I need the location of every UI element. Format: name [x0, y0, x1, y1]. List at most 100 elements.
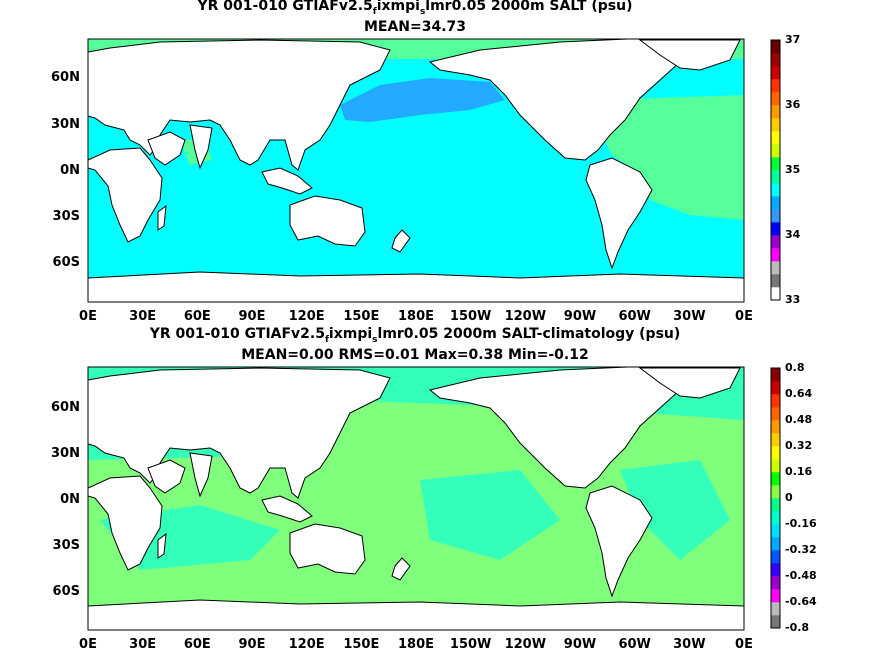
colorbar-tick: -0.8	[785, 621, 810, 634]
colorbar-swatch	[771, 407, 780, 421]
colorbar-tick: 0.16	[785, 465, 813, 478]
xtick-0: 0E	[79, 637, 97, 652]
colorbar-swatch	[771, 446, 780, 460]
colorbar-swatch	[771, 485, 780, 499]
npacific-region-1	[340, 78, 505, 122]
xtick-4: 120E	[288, 637, 325, 652]
colorbar-swatch	[771, 92, 780, 106]
colorbar-swatch	[771, 170, 780, 184]
colorbar-tick: 0.32	[785, 439, 813, 452]
colorbar-swatch	[771, 563, 780, 577]
colorbar-swatch	[771, 40, 780, 54]
colorbar-swatch	[771, 394, 780, 408]
xtick-9: 90W	[563, 637, 597, 652]
colorbar-swatch	[771, 248, 780, 262]
ytick-30n-2: 30N	[51, 446, 80, 461]
xtick-1: 30E	[129, 309, 157, 324]
colorbar-swatch	[771, 472, 780, 486]
xtick-8: 120W	[504, 637, 547, 652]
colorbar-swatch	[771, 196, 780, 210]
panel2-title: YR 001-010 GTIAFv2.5fixmpislmr0.05 2000m…	[149, 326, 681, 345]
colorbar-swatch	[771, 53, 780, 67]
colorbar-swatch	[771, 589, 780, 603]
colorbar-swatch	[771, 79, 780, 93]
colorbar-tick: 35	[785, 163, 801, 176]
colorbar-swatch	[771, 550, 780, 564]
xtick-11: 30W	[673, 309, 706, 324]
panel1-title: YR 001-010 GTIAFv2.5fixmpislmr0.05 2000m…	[197, 0, 633, 17]
colorbar-swatch	[771, 459, 780, 473]
xtick-5: 150E	[343, 637, 380, 652]
ytick-0n-1: 0N	[60, 163, 80, 178]
colorbar-tick: 37	[785, 33, 801, 46]
xtick-10: 60W	[618, 637, 651, 652]
xtick-8: 120W	[504, 309, 547, 324]
colorbar-swatch	[771, 420, 780, 434]
colorbar-tick: -0.32	[785, 543, 817, 556]
xtick-0: 0E	[79, 309, 97, 324]
colorbar-swatch	[771, 261, 780, 275]
ytick-30n-1: 30N	[51, 117, 80, 132]
xtick-7: 150W	[449, 309, 492, 324]
xtick-10: 60W	[618, 309, 651, 324]
colorbar-2	[770, 367, 781, 629]
colorbar-swatch	[771, 157, 780, 171]
colorbar-swatch	[771, 105, 780, 119]
colorbar-swatch	[771, 433, 780, 447]
ytick-30s-2: 30S	[52, 538, 80, 553]
colorbar-tick: -0.48	[785, 569, 817, 582]
colorbar-tick: 0	[785, 491, 793, 504]
colorbar-swatch	[771, 615, 780, 629]
colorbar-tick: 0.8	[785, 361, 805, 374]
xtick-2: 60E	[183, 309, 211, 324]
colorbar-tick: -0.16	[785, 517, 817, 530]
atlantic-region-1	[600, 95, 744, 220]
panel1-stats: MEAN=34.73	[363, 19, 467, 35]
map-panel1	[88, 39, 744, 302]
colorbar-swatch	[771, 576, 780, 590]
colorbar-swatch	[771, 144, 780, 158]
colorbar-swatch	[771, 209, 780, 223]
colorbar-swatch	[771, 183, 780, 197]
xtick-7: 150W	[449, 637, 492, 652]
colorbar-swatch	[771, 274, 780, 288]
colorbar-tick: -0.64	[785, 595, 817, 608]
colorbar-swatch	[771, 602, 780, 616]
colorbar-swatch	[771, 524, 780, 538]
xtick-2: 60E	[183, 637, 211, 652]
colorbar-swatch	[771, 118, 780, 132]
xtick-1: 30E	[129, 637, 157, 652]
xtick-11: 30W	[673, 637, 706, 652]
xtick-12: 0E	[735, 637, 753, 652]
colorbar-swatch	[771, 537, 780, 551]
colorbar-swatch	[771, 131, 780, 145]
colorbar-swatch	[771, 235, 780, 249]
colorbar-swatch	[771, 66, 780, 80]
panel2-stats: MEAN=0.00 RMS=0.01 Max=0.38 Min=-0.12	[241, 347, 589, 363]
xtick-12: 0E	[735, 309, 753, 324]
colorbar-swatch	[771, 498, 780, 512]
ytick-0n-2: 0N	[60, 492, 80, 507]
xtick-3: 90E	[238, 309, 266, 324]
colorbar-swatch	[771, 368, 780, 382]
xtick-4: 120E	[288, 309, 325, 324]
xtick-5: 150E	[343, 309, 380, 324]
colorbar-swatch	[771, 222, 780, 236]
ytick-60s-2: 60S	[52, 584, 80, 599]
xtick-3: 90E	[238, 637, 266, 652]
colorbar-tick: 34	[785, 228, 801, 241]
colorbar-tick: 0.64	[785, 387, 813, 400]
ytick-60n-1: 60N	[51, 70, 80, 85]
xtick-9: 90W	[563, 309, 597, 324]
colorbar-swatch	[771, 511, 780, 525]
colorbar-tick: 0.48	[785, 413, 813, 426]
xtick-6: 180E	[397, 637, 435, 652]
colorbar-swatch	[771, 287, 780, 301]
colorbar-1	[770, 39, 781, 301]
xtick-6: 180E	[397, 309, 435, 324]
ytick-60s-1: 60S	[52, 255, 80, 270]
colorbar-swatch	[771, 381, 780, 395]
colorbar-tick: 33	[785, 293, 801, 306]
map-panel2	[88, 367, 744, 630]
ytick-60n-2: 60N	[51, 400, 80, 415]
